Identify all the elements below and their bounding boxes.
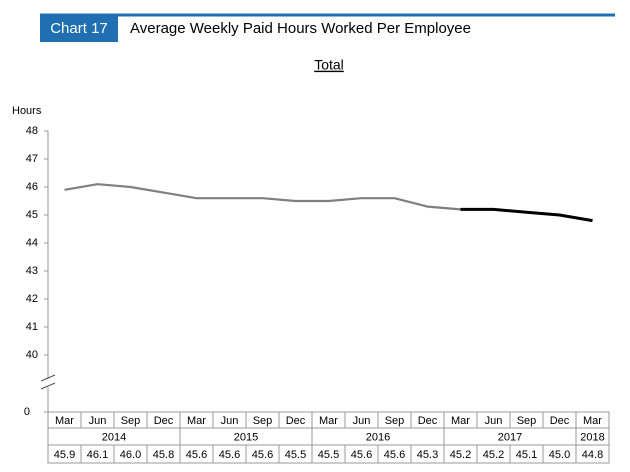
table-value: 45.1 [516,449,537,461]
x-tick-label: Mar [187,415,206,427]
year-label: 2018 [580,431,604,443]
x-tick-label: Jun [353,415,371,427]
table-value: 45.2 [483,449,504,461]
table-value: 45.8 [153,449,174,461]
y-tick-label: 41 [26,321,38,333]
y-tick-label: 46 [26,181,38,193]
x-tick-label: Dec [418,415,438,427]
table-value: 44.8 [582,449,603,461]
table-value: 45.2 [450,449,471,461]
y-tick-label: 0 [24,406,30,418]
y-tick-label: 40 [26,349,38,361]
x-tick-label: Mar [55,415,74,427]
table-value: 45.5 [285,449,306,461]
y-tick-label: 43 [26,265,38,277]
x-tick-label: Dec [550,415,570,427]
chart-label: Chart 17 [50,20,108,37]
year-label: 2015 [234,431,258,443]
chart-label-box [40,15,118,42]
table-value: 45.5 [318,449,339,461]
series-line [460,207,593,223]
table-value: 46.0 [120,449,141,461]
y-tick-label: 48 [26,125,38,137]
x-tick-label: Sep [121,415,141,427]
y-tick-label: 47 [26,153,38,165]
axis-break [40,382,56,390]
y-axis-label: Hours [12,105,42,117]
table-value: 45.6 [252,449,273,461]
x-tick-label: Sep [517,415,537,427]
table-value: 45.6 [186,449,207,461]
table-value: 45.6 [351,449,372,461]
chart-subtitle: Total [314,57,344,73]
year-label: 2016 [366,431,390,443]
table-value: 46.1 [87,449,108,461]
table-value: 45.9 [54,449,75,461]
x-tick-label: Mar [319,415,338,427]
table-border [47,411,610,464]
axis-break [40,374,56,382]
y-tick-label: 45 [26,209,38,221]
table-value: 45.6 [384,449,405,461]
x-tick-label: Mar [583,415,602,427]
x-tick-label: Jun [89,415,107,427]
table-value: 45.6 [219,449,240,461]
x-tick-label: Dec [286,415,306,427]
year-label: 2014 [102,431,126,443]
table-value: 45.0 [549,449,570,461]
table-value: 45.3 [417,449,438,461]
y-tick-label: 44 [26,237,38,249]
x-tick-label: Sep [253,415,273,427]
year-label: 2017 [498,431,522,443]
x-tick-label: Mar [451,415,470,427]
y-tick-label: 42 [26,293,38,305]
x-tick-label: Sep [385,415,405,427]
x-tick-label: Jun [221,415,239,427]
chart-title: Average Weekly Paid Hours Worked Per Emp… [130,20,471,37]
x-tick-label: Jun [485,415,503,427]
x-tick-label: Dec [154,415,174,427]
series-line [64,183,461,211]
